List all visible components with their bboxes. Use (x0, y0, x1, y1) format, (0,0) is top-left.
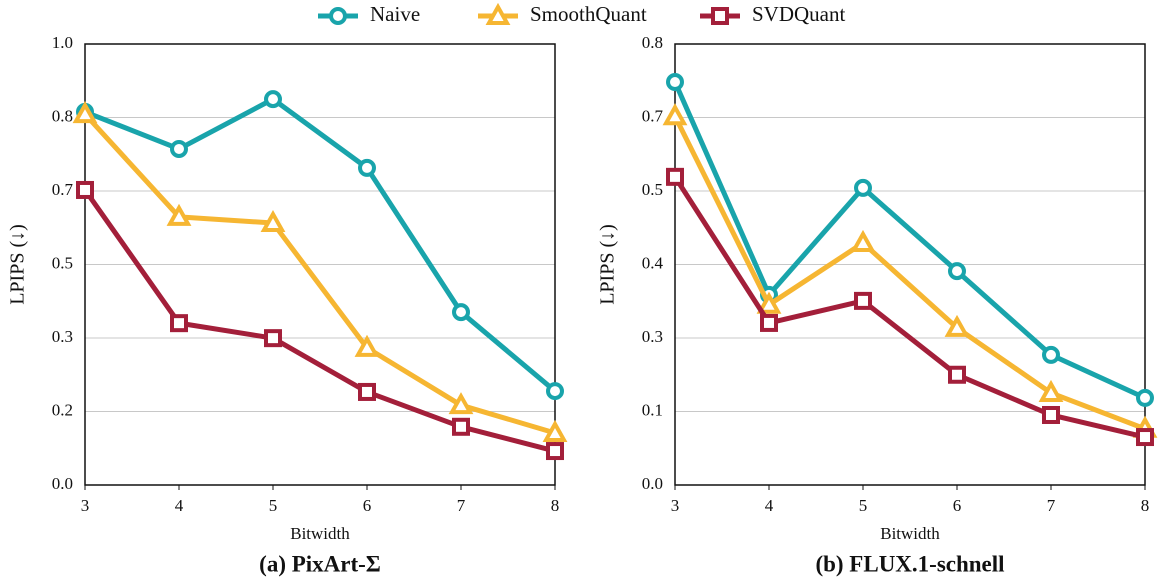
y-tick-label: 0.7 (52, 180, 74, 199)
y-tick-label: 0.0 (642, 474, 663, 493)
marker (170, 314, 188, 333)
marker (76, 180, 94, 199)
y-tick-label: 0.1 (642, 400, 663, 419)
x-tick-label: 8 (551, 496, 560, 515)
marker (542, 419, 568, 442)
marker (452, 303, 470, 322)
legend-label: Naive (370, 2, 420, 26)
x-tick-label: 6 (363, 496, 372, 515)
x-tick-label: 7 (457, 496, 466, 515)
marker (1042, 345, 1060, 364)
marker (546, 382, 564, 401)
y-tick-label: 0.0 (52, 474, 73, 493)
marker (948, 262, 966, 281)
y-tick-label: 0.5 (642, 180, 663, 199)
marker (944, 314, 970, 337)
marker (546, 442, 564, 461)
plot-frame (674, 43, 1146, 486)
marker (854, 291, 872, 310)
marker (358, 382, 376, 401)
marker (1136, 388, 1154, 407)
marker (329, 7, 347, 25)
series-line (84, 96, 557, 393)
chart-title: (a) PixArt-Σ (259, 551, 381, 576)
x-tick-label: 6 (953, 496, 962, 515)
x-tick-label: 3 (671, 496, 680, 515)
y-tick-label: 0.5 (52, 253, 73, 272)
y-axis-label: LPIPS (↓) (597, 224, 619, 305)
legend-entry: SmoothQuant (478, 2, 647, 26)
x-axis-label: Bitwidth (880, 524, 940, 543)
marker (260, 209, 286, 233)
x-tick-label: 8 (1141, 496, 1150, 515)
legend-label: SVDQuant (752, 2, 845, 26)
y-tick-label: 1.0 (52, 33, 73, 52)
marker (358, 158, 376, 177)
y-tick-label: 0.8 (642, 33, 663, 52)
x-tick-label: 7 (1047, 496, 1056, 515)
marker (666, 167, 684, 186)
y-tick-label: 0.7 (642, 106, 664, 125)
y-tick-label: 0.8 (52, 106, 73, 125)
marker (662, 103, 688, 126)
marker (264, 90, 282, 109)
marker (354, 334, 380, 357)
y-axis-label: LPIPS (↓) (7, 224, 29, 305)
marker (166, 203, 192, 226)
plot-frame (84, 43, 556, 486)
legend-entry: SVDQuant (700, 2, 845, 26)
legend-entry: Naive (318, 2, 420, 26)
marker (485, 2, 511, 25)
marker (854, 178, 872, 197)
y-tick-label: 0.4 (642, 253, 664, 272)
series-line (672, 175, 1146, 440)
marker (711, 7, 729, 25)
marker (850, 229, 876, 253)
x-tick-label: 5 (859, 496, 868, 515)
marker (1038, 379, 1064, 402)
marker (170, 139, 188, 158)
x-tick-label: 4 (175, 496, 184, 515)
marker (760, 313, 778, 332)
y-tick-label: 0.3 (642, 327, 663, 346)
marker (948, 365, 966, 384)
marker (452, 417, 470, 436)
marker (756, 291, 782, 314)
marker (1042, 405, 1060, 424)
marker (264, 329, 282, 348)
chart-title: (b) FLUX.1-schnell (815, 551, 1004, 576)
legend-label: SmoothQuant (530, 2, 647, 26)
marker (72, 101, 98, 124)
legend: Naive SmoothQuant SVDQuant (318, 2, 845, 26)
marker (666, 73, 684, 92)
x-axis-label: Bitwidth (290, 524, 350, 543)
series-line (672, 81, 1147, 401)
y-tick-label: 0.2 (52, 400, 73, 419)
marker (448, 392, 474, 415)
series-line (83, 112, 556, 436)
series-line (672, 115, 1146, 432)
x-tick-label: 5 (269, 496, 278, 515)
x-tick-label: 4 (765, 496, 774, 515)
series-line (82, 188, 556, 454)
y-tick-label: 0.3 (52, 327, 73, 346)
marker (1136, 428, 1154, 447)
x-tick-label: 3 (81, 496, 90, 515)
